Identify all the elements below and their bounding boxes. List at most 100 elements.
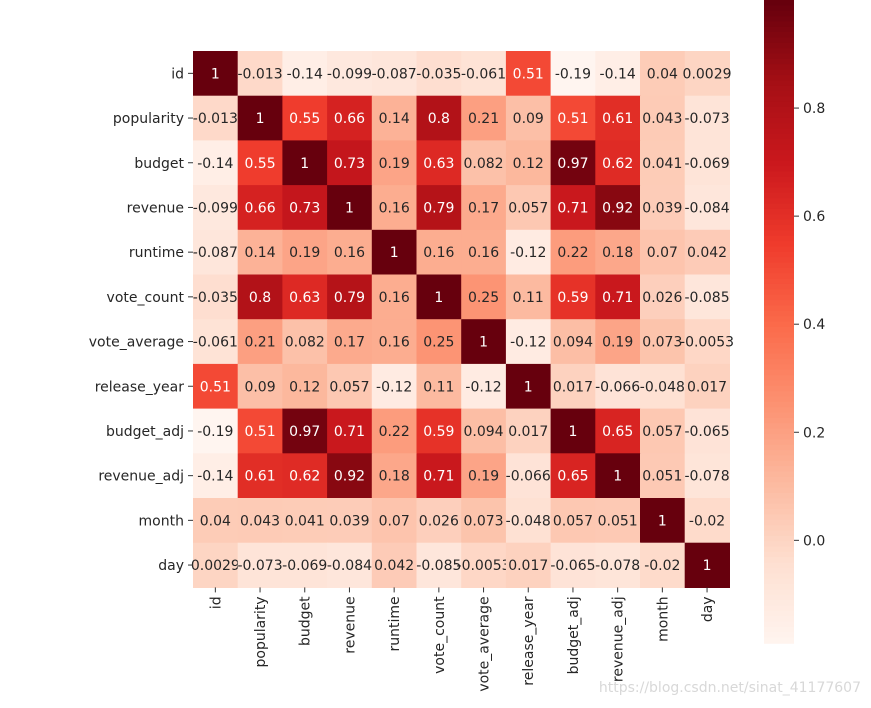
- colorbar-segment: [764, 107, 794, 114]
- cell-value-label: 1: [434, 290, 443, 306]
- cell-value-label: 0.057: [329, 379, 369, 395]
- heatmap-cell: [327, 274, 373, 320]
- heatmap-cell: [193, 229, 239, 276]
- cell-value-label: 0.71: [334, 424, 365, 440]
- heatmap-cell: [595, 274, 641, 320]
- heatmap-cell: [371, 51, 418, 97]
- colorbar-segment: [764, 326, 794, 334]
- cell-value-label: 0.25: [468, 290, 499, 306]
- cell-value-label: 0.16: [468, 245, 499, 261]
- heatmap-cell: [505, 363, 552, 410]
- heatmap-cell: [193, 542, 239, 588]
- cell-value-label: 0.21: [468, 111, 499, 127]
- heatmap-cell: [371, 542, 418, 588]
- heatmap-cell: [461, 51, 507, 97]
- cell-value-label: 0.62: [602, 156, 633, 172]
- colorbar-segment: [764, 112, 794, 119]
- heatmap-cell: [282, 274, 328, 320]
- colorbar-segment: [764, 369, 794, 376]
- cell-value-label: 0.73: [334, 156, 365, 172]
- heatmap-cell: [282, 319, 328, 365]
- heatmap-cell: [371, 140, 418, 186]
- colorbar-segment: [764, 300, 794, 307]
- heatmap-cell: [327, 453, 373, 499]
- heatmap-cell: [684, 363, 730, 410]
- heatmap-cell: [550, 542, 596, 588]
- heatmap-cell: [505, 51, 552, 97]
- colorbar-segment: [764, 546, 794, 553]
- heatmap-cell: [461, 274, 507, 320]
- cell-value-label: 0.71: [423, 469, 454, 485]
- cell-value-label: -0.0053: [680, 335, 734, 351]
- colorbar-segment: [764, 310, 794, 317]
- heatmap-cell: [461, 319, 507, 365]
- colorbar-segment: [764, 16, 794, 23]
- colorbar-segment: [764, 257, 794, 264]
- heatmap-cell: [327, 542, 373, 588]
- cell-value-label: 0.017: [687, 379, 727, 395]
- cell-value-label: 0.0029: [191, 558, 240, 574]
- heatmap-cell: [416, 363, 462, 410]
- heatmap-cell: [595, 408, 641, 454]
- colorbar-segment: [764, 342, 794, 350]
- cell-value-label: -0.069: [282, 558, 327, 574]
- colorbar-segment: [764, 637, 794, 644]
- cell-value-label: 0.043: [642, 111, 682, 127]
- heatmap-cell: [461, 363, 507, 410]
- heatmap-cell: [461, 542, 507, 588]
- colorbar-segment: [764, 444, 794, 451]
- colorbar-segment: [764, 305, 794, 312]
- heatmap-cell: [416, 498, 462, 544]
- heatmap-cell: [461, 185, 507, 231]
- cell-value-label: 0.051: [642, 469, 682, 485]
- heatmap-cell: [684, 319, 730, 365]
- colorbar-segment: [764, 578, 794, 585]
- cell-value-label: 1: [568, 424, 577, 440]
- cell-value-label: -0.078: [595, 558, 640, 574]
- heatmap-cell: [237, 542, 283, 588]
- colorbar-segment: [764, 332, 794, 339]
- cell-value-label: 0.09: [244, 379, 275, 395]
- colorbar-segment: [764, 476, 794, 484]
- cell-value-label: 0.51: [513, 66, 544, 82]
- heatmap-cell: [193, 453, 239, 499]
- cell-value-label: 1: [703, 558, 712, 574]
- cell-value-label: 0.61: [602, 111, 633, 127]
- heatmap-cell: [237, 498, 283, 544]
- colorbar-segment: [764, 584, 794, 591]
- cell-value-label: 0.92: [334, 469, 365, 485]
- colorbar-segment: [764, 203, 794, 210]
- cell-value-label: 0.65: [602, 424, 633, 440]
- heatmap-cell: [684, 542, 730, 588]
- cell-value-label: 1: [524, 379, 533, 395]
- heatmap-cell: [416, 185, 462, 231]
- heatmap-cell: [193, 185, 239, 231]
- heatmap-cell: [550, 363, 596, 410]
- heatmap-cell: [282, 542, 328, 588]
- heatmap-cell: [550, 453, 596, 499]
- colorbar-segment: [764, 219, 794, 226]
- y-tick-label: day: [158, 558, 184, 574]
- y-tick-label: release_year: [95, 379, 185, 395]
- colorbar-segment: [764, 359, 794, 366]
- heatmap-cell: [550, 498, 596, 544]
- cell-value-label: 0.073: [642, 335, 682, 351]
- heatmap-cell: [550, 274, 596, 320]
- cell-value-label: 0.041: [642, 156, 682, 172]
- heatmap-cell: [327, 319, 373, 365]
- heatmap-cell: [327, 51, 373, 97]
- heatmap-cell: [461, 453, 507, 499]
- cell-value-label: -0.048: [506, 513, 551, 529]
- cell-value-label: 0.017: [553, 379, 593, 395]
- colorbar-segment: [764, 273, 794, 280]
- cell-value-label: -0.099: [327, 66, 372, 82]
- colorbar-segment: [764, 246, 794, 253]
- colorbar-segment: [764, 423, 794, 430]
- colorbar-segment: [764, 514, 794, 521]
- heatmap-cell: [416, 542, 462, 588]
- cell-value-label: 0.97: [289, 424, 320, 440]
- heatmap-cell: [684, 140, 730, 186]
- heatmap-cell: [505, 185, 552, 231]
- heatmap-cell: [371, 229, 418, 276]
- heatmap-cell: [327, 95, 373, 141]
